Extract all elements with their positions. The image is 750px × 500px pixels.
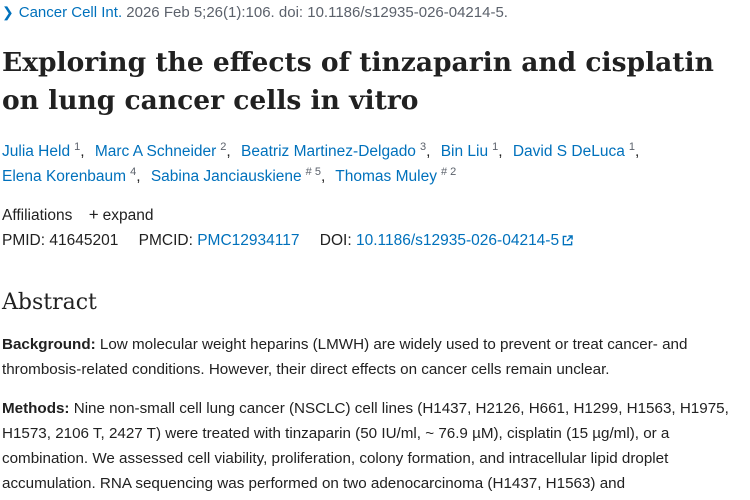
pmid-value: 41645201 [49,232,119,249]
doi-label: DOI: [319,232,352,249]
article-title: Exploring the effects of tinzaparin and … [2,47,714,116]
author-link[interactable]: Julia Held [2,143,71,160]
author-link[interactable]: David S DeLuca [512,143,625,160]
identifiers-row: PMID: 41645201 PMCID: PMC12934117 DOI: 1… [2,232,573,250]
doi-value: 10.1186/s12935-026-04214-5 [355,232,560,249]
abstract-heading: Abstract [2,290,97,315]
journal-citation: ❯ Cancer Cell Int. 2026 Feb 5;26(1):106. … [2,4,508,21]
author-link[interactable]: Thomas Muley [335,168,437,185]
author-affiliation-ref[interactable]: 3 [419,140,427,153]
background-label: Background: [2,336,96,353]
author-affiliation-ref[interactable]: # 2 [440,165,457,178]
journal-link[interactable]: Cancer Cell Int. [18,4,123,21]
methods-text: Nine non-small cell lung cancer (NSCLC) … [2,400,729,492]
expand-label: expand [102,207,154,224]
author-link[interactable]: Bin Liu [440,143,489,160]
author-link[interactable]: Elena Korenbaum [2,168,127,185]
doi-link[interactable]: 10.1186/s12935-026-04214-5 [356,232,573,249]
affiliations-row: Affiliations + expand [2,205,153,225]
pmid-label: PMID: [2,232,46,249]
author-affiliation-ref[interactable]: 4 [130,165,137,178]
external-link-icon [562,235,573,246]
author-affiliation-ref[interactable]: 1 [628,140,635,153]
abstract-background: Background: Low molecular weight heparin… [2,332,750,382]
author-affiliation-ref[interactable]: 2 [220,140,227,153]
author-link[interactable]: Marc A Schneider [94,143,217,160]
affiliations-label: Affiliations [2,207,73,224]
author-affiliation-ref[interactable]: 1 [492,140,499,153]
pmcid-label: PMCID: [138,232,193,249]
abstract-methods: Methods: Nine non-small cell lung cancer… [2,396,750,496]
author-affiliation-ref[interactable]: 1 [74,140,81,153]
pmcid-link[interactable]: PMC12934117 [197,232,300,249]
methods-label: Methods: [2,400,70,417]
author-list: Julia Held 1, Marc A Schneider 2, Beatriz … [2,140,640,185]
author-link[interactable]: Sabina Janciauskiene [150,168,302,185]
chevron-right-icon[interactable]: ❯ [2,4,14,20]
background-text: Low molecular weight heparins (LMWH) are… [2,336,688,378]
author-affiliation-ref[interactable]: # 5 [305,165,321,178]
author-link[interactable]: Beatriz Martinez-Delgado [241,143,416,160]
expand-affiliations-button[interactable]: + expand [88,205,154,224]
citation-text: 2026 Feb 5;26(1):106. doi: 10.1186/s1293… [126,4,508,21]
plus-icon: + [88,205,99,224]
